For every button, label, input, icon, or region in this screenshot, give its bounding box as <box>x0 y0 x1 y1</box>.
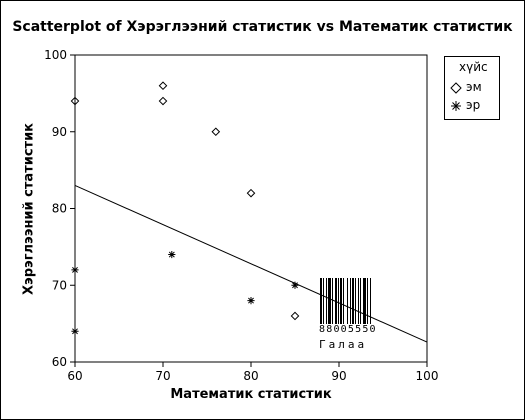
barcode-bar <box>328 278 331 324</box>
barcode-bar <box>367 278 368 324</box>
data-point-er <box>247 297 255 305</box>
barcode-digits: 88005550 <box>319 324 377 335</box>
diamond-marker-icon <box>450 82 462 94</box>
y-tick-label: 90 <box>52 125 67 139</box>
x-tick-label: 90 <box>331 369 346 383</box>
y-tick-label: 80 <box>52 202 67 216</box>
data-point-er <box>71 327 79 335</box>
barcode-bar <box>350 278 351 324</box>
chart-title: Scatterplot of Хэрэглээний статистик vs … <box>12 19 513 35</box>
data-point-em <box>246 188 256 198</box>
barcode-bar <box>370 278 371 324</box>
data-point-er <box>168 250 176 259</box>
data-point-er <box>291 281 299 289</box>
data-point-em <box>290 311 300 321</box>
barcode-bar <box>338 278 339 324</box>
barcode-bar <box>343 278 344 324</box>
x-tick-label: 70 <box>155 369 170 383</box>
fit-line <box>74 185 428 343</box>
data-point-em <box>211 127 221 137</box>
barcode-bar <box>360 278 361 324</box>
y-tick-label: 100 <box>44 48 67 62</box>
y-tick-label: 70 <box>52 278 67 292</box>
x-tick-label: 80 <box>243 369 258 383</box>
y-tick-label: 60 <box>52 355 67 369</box>
legend-entry-em: эм <box>445 79 499 97</box>
barcode-bar <box>347 278 348 324</box>
x-tick-label: 60 <box>67 369 82 383</box>
data-point-em <box>70 96 80 106</box>
barcode-bar <box>323 278 324 324</box>
legend-entry-er: эр <box>445 97 499 115</box>
barcode-bar <box>355 278 356 324</box>
x-axis-label: Математик статистик <box>170 387 332 402</box>
barcode-bar <box>320 278 322 324</box>
data-point-em <box>158 81 168 91</box>
barcode-bar <box>358 278 359 324</box>
barcode-bar <box>332 278 333 324</box>
legend-title: хүйс <box>459 60 488 74</box>
barcode-bar <box>326 278 327 324</box>
barcode-caption: Галаа <box>319 338 368 351</box>
barcode-image <box>320 278 371 324</box>
legend-label-er: эр <box>466 98 481 112</box>
barcode-bar <box>363 278 366 324</box>
data-point-er <box>71 266 79 274</box>
legend: хүйс эм эр <box>444 56 500 120</box>
y-axis-label: Хэрэглээний статистик <box>21 122 37 296</box>
x-tick-label: 100 <box>416 369 439 383</box>
asterisk-marker-icon <box>451 101 461 111</box>
data-point-em <box>158 96 168 106</box>
barcode-bar <box>340 278 342 324</box>
legend-label-em: эм <box>466 80 482 94</box>
barcode-bar <box>352 278 354 324</box>
barcode-bar <box>335 278 337 324</box>
